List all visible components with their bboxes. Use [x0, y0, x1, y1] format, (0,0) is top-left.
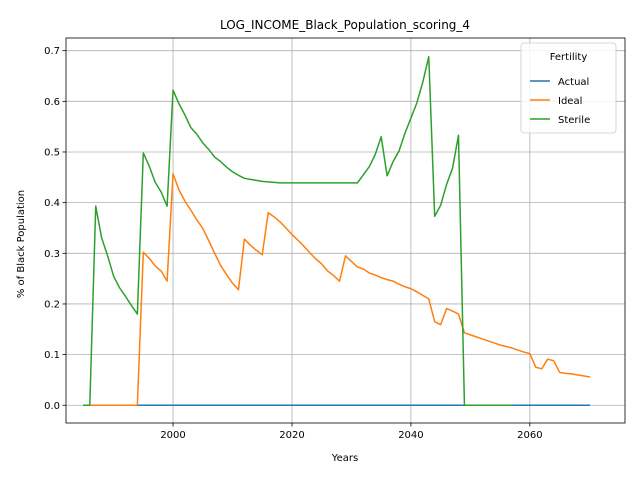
series-line-sterile [83, 55, 513, 407]
legend: Fertility Actual Ideal Sterile [520, 42, 617, 134]
legend-item-sterile: Sterile [530, 115, 590, 126]
y-axis-label: % of Black Population [16, 190, 27, 298]
y-tick-label: 0.6 [44, 97, 60, 108]
y-tick-label: 0.3 [44, 249, 60, 260]
series-line-ideal [89, 173, 591, 407]
legend-item-actual: Actual [530, 77, 589, 88]
x-axis-label: Years [331, 453, 358, 464]
y-tick-label: 0.5 [44, 147, 60, 158]
y-tick-label: 0.7 [44, 46, 60, 57]
y-tick-label: 0.1 [44, 350, 60, 361]
y-tick-label: 0.2 [44, 299, 60, 310]
x-tick-label: 2020 [279, 430, 304, 441]
y-tick-label: 0.0 [44, 401, 60, 412]
legend-label-ideal: Ideal [558, 96, 582, 107]
y-tick-label: 0.4 [44, 198, 60, 209]
axis-ticks: 2000 2020 2040 2060 0.0 0.1 0.2 0.3 0.4 0.5 0.6 0.7 [44, 46, 542, 441]
x-tick-label: 2060 [517, 430, 542, 441]
legend-box [520, 42, 617, 134]
plot-area-frame [65, 37, 626, 424]
chart-title: LOG_INCOME_Black_Population_scoring_4 [220, 18, 470, 32]
legend-item-ideal: Ideal [530, 96, 582, 107]
legend-title: Fertility [550, 52, 588, 63]
legend-label-sterile: Sterile [558, 115, 590, 126]
series-lines [83, 55, 591, 407]
legend-label-actual: Actual [558, 77, 589, 88]
x-tick-label: 2040 [398, 430, 423, 441]
x-tick-label: 2000 [160, 430, 185, 441]
